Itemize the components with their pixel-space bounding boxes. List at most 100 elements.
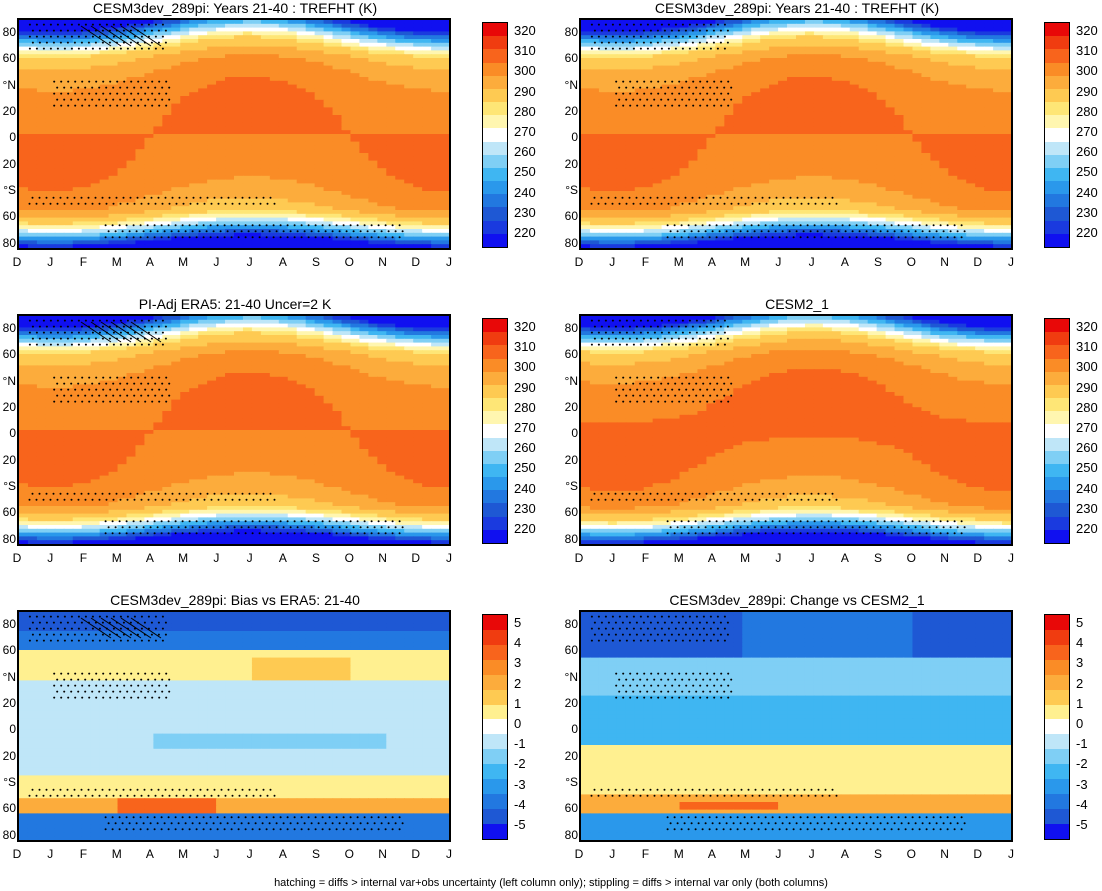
field-cell <box>19 210 29 215</box>
field-cell <box>733 115 743 120</box>
field-cell <box>144 194 154 200</box>
field-cell <box>171 20 181 25</box>
field-cell <box>404 96 414 101</box>
stipple-dot <box>356 224 359 227</box>
field-cell <box>63 145 74 150</box>
field-cell <box>135 141 146 146</box>
field-cell <box>822 20 833 25</box>
field-cell <box>804 39 815 44</box>
field-cell <box>153 202 163 207</box>
field-cell <box>234 156 244 162</box>
field-cell <box>921 46 931 51</box>
field-cell <box>260 111 271 116</box>
field-cell <box>589 149 600 154</box>
field-cell <box>368 65 378 70</box>
field-cell <box>885 73 896 78</box>
field-cell <box>278 168 289 173</box>
field-cell <box>760 149 770 154</box>
field-cell <box>305 23 316 29</box>
field-cell <box>81 88 92 93</box>
field-cell <box>350 225 361 230</box>
field-cell <box>939 96 949 101</box>
field-cell <box>332 187 343 192</box>
field-cell <box>840 130 851 135</box>
stipple-dot <box>167 236 170 239</box>
field-cell <box>269 35 280 40</box>
hatch-line <box>130 25 162 47</box>
field-cell <box>912 50 923 55</box>
field-cell <box>395 229 405 234</box>
field-cell <box>643 42 654 48</box>
field-cell <box>99 115 110 120</box>
field-cell <box>144 187 154 192</box>
field-cell <box>386 50 396 55</box>
field-cell <box>796 149 806 154</box>
field-cell <box>108 210 119 215</box>
stipple-dot <box>119 98 122 101</box>
stipple-dot <box>314 236 317 239</box>
field-cell <box>27 39 38 44</box>
field-cell <box>350 164 361 169</box>
field-cell <box>724 141 734 146</box>
field-cell <box>260 244 271 248</box>
field-cell <box>269 54 280 59</box>
field-cell <box>957 145 967 150</box>
field-cell <box>99 61 110 67</box>
field-cell <box>679 145 690 150</box>
field-cell <box>1002 84 1011 89</box>
field-cell <box>225 69 235 74</box>
field-cell <box>395 210 405 215</box>
field-cell <box>269 240 280 245</box>
field-cell <box>135 198 146 203</box>
field-cell <box>269 50 280 55</box>
field-cell <box>81 168 92 173</box>
field-cell <box>251 23 262 29</box>
field-cell <box>849 54 860 59</box>
field-cell <box>198 145 208 150</box>
field-cell <box>63 99 74 105</box>
stipple-dot <box>165 80 168 83</box>
field-cell <box>45 217 56 222</box>
field-cell <box>697 73 708 78</box>
field-cell <box>697 122 708 127</box>
field-cell <box>242 232 253 238</box>
field-cell <box>787 27 797 32</box>
field-cell <box>207 194 217 200</box>
field-cell <box>350 84 361 89</box>
field-cell <box>135 88 146 93</box>
stipple-dot <box>31 29 34 32</box>
field-cell <box>876 69 887 74</box>
field-cell <box>189 54 199 59</box>
field-cell <box>598 134 609 139</box>
field-cell <box>804 58 815 63</box>
field-cell <box>287 244 298 248</box>
field-cell <box>180 221 190 226</box>
field-cell <box>957 84 967 89</box>
field-cell <box>108 69 119 74</box>
field-cell <box>404 221 414 226</box>
field-cell <box>350 156 361 162</box>
field-cell <box>323 111 334 116</box>
field-cell <box>314 69 325 74</box>
stipple-dot <box>84 86 87 89</box>
field-cell <box>278 160 289 165</box>
colorbar-swatch <box>483 49 507 63</box>
field-cell <box>189 88 199 93</box>
field-cell <box>607 122 618 127</box>
field-cell <box>778 99 788 105</box>
field-cell <box>634 103 645 108</box>
field-cell <box>957 111 967 116</box>
field-cell <box>45 156 56 162</box>
field-cell <box>652 115 663 120</box>
field-cell <box>260 179 271 184</box>
field-cell <box>332 183 343 188</box>
field-cell <box>314 58 325 63</box>
field-cell <box>19 27 29 32</box>
field-cell <box>661 80 672 86</box>
stipple-dot <box>296 230 299 233</box>
field-cell <box>19 198 29 203</box>
field-cell <box>840 92 851 97</box>
field-cell <box>804 50 815 55</box>
field-cell <box>679 115 690 120</box>
field-cell <box>966 88 976 93</box>
